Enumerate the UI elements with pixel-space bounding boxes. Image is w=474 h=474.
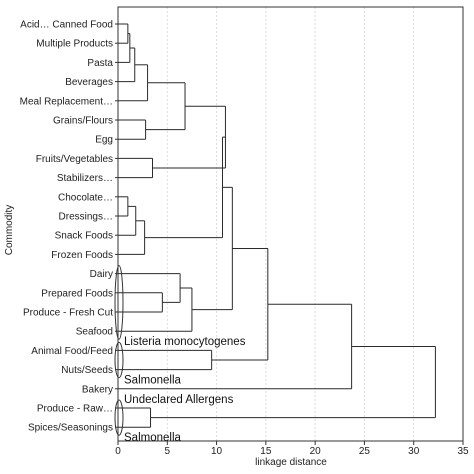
cluster-ellipse	[114, 341, 124, 379]
leaf-label: Pasta	[87, 58, 113, 69]
leaf-labels: Acid… Canned Food Multiple Products Pasta B…	[20, 20, 118, 434]
dendrogram-branches	[118, 23, 436, 428]
cluster-annotation: Salmonella	[124, 432, 181, 444]
x-tick-label: 5	[165, 446, 171, 457]
x-tick-label: 10	[211, 446, 223, 457]
leaf-label: Grains/Flours	[53, 116, 113, 127]
leaf-label: Produce - Fresh Cut	[23, 308, 113, 319]
cluster-annotation: Salmonella	[124, 375, 181, 387]
leaf-label: Seafood	[76, 327, 113, 338]
x-tick-label: 30	[408, 446, 420, 457]
y-axis-title: Commodity	[4, 205, 15, 256]
cluster-ellipse	[114, 265, 124, 340]
leaf-label: Bakery	[82, 384, 113, 395]
leaf-label: Fruits/Vegetables	[36, 154, 113, 165]
cluster-annotations: Listeria monocytogenes Salmonella Undeclar…	[124, 336, 246, 444]
leaf-label: Chocolate…	[58, 192, 113, 203]
x-tick-label: 25	[359, 446, 371, 457]
leaf-label: Dairy	[90, 269, 113, 280]
leaf-label: Spices/Seasonings	[28, 423, 113, 434]
cluster-marks	[114, 265, 124, 436]
leaf-label: Meal Replacement…	[20, 96, 113, 107]
leaf-label: Nuts/Seeds	[61, 365, 113, 376]
leaf-label: Acid… Canned Food	[20, 20, 113, 31]
cluster-annotation: Undeclared Allergens	[124, 394, 234, 406]
cluster-ellipse	[114, 399, 124, 436]
x-tick-label: 20	[310, 446, 322, 457]
leaf-label: Egg	[95, 135, 113, 146]
leaf-label: Produce - Raw…	[37, 404, 113, 415]
grid-lines	[166, 7, 415, 441]
leaf-label: Dressings…	[59, 212, 113, 223]
leaf-label: Beverages	[65, 77, 113, 88]
x-axis-ticks: 0 5 10 15 20 25 30 35	[115, 441, 469, 457]
leaf-label: Multiple Products	[36, 39, 113, 50]
leaf-label: Snack Foods	[55, 231, 113, 242]
x-tick-label: 35	[457, 446, 469, 457]
cluster-annotation: Listeria monocytogenes	[124, 336, 246, 348]
plot-frame	[117, 6, 464, 442]
x-tick-label: 15	[260, 446, 272, 457]
leaf-label: Animal Food/Feed	[31, 346, 113, 357]
leaf-label: Frozen Foods	[51, 250, 113, 261]
x-tick-label: 0	[115, 446, 121, 457]
x-axis-title: linkage distance	[255, 457, 327, 468]
leaf-label: Prepared Foods	[41, 288, 113, 299]
leaf-label: Stabilizers…	[57, 173, 113, 184]
